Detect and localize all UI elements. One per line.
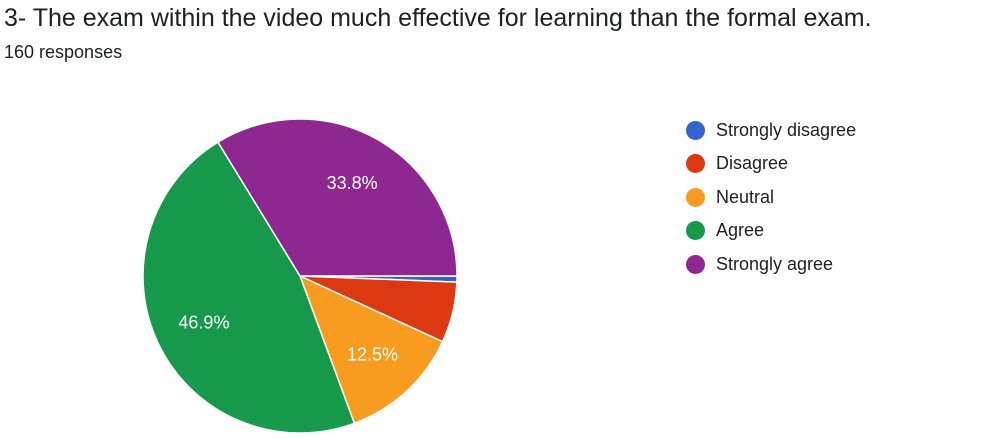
legend-item[interactable]: Neutral	[686, 185, 774, 209]
legend-label: Agree	[716, 220, 765, 240]
legend-item[interactable]: Strongly disagree	[686, 118, 856, 142]
legend-label: Strongly agree	[716, 253, 834, 274]
legend-label: Disagree	[716, 153, 789, 173]
legend-item[interactable]: Strongly agree	[686, 252, 833, 276]
pie-slice-neutral[interactable]	[298, 274, 444, 425]
legend-item[interactable]: Agree	[686, 219, 764, 243]
legend-swatch-icon	[686, 221, 705, 240]
slice-label: 46.9%	[178, 313, 229, 333]
legend-swatch-icon	[686, 254, 705, 274]
slice-label: 12.5%	[347, 344, 398, 364]
legend-swatch-icon	[686, 187, 705, 207]
legend-label: Neutral	[716, 186, 775, 207]
legend-swatch-icon	[686, 154, 705, 173]
chart-title: 3- The exam within the video much effect…	[4, 4, 872, 32]
legend-label: Strongly disagree	[716, 119, 857, 140]
legend-swatch-icon	[686, 120, 705, 140]
pie-slice-strongly-agree[interactable]	[216, 118, 458, 277]
pie-slice-agree[interactable]	[142, 141, 356, 434]
response-count: 160 responses	[4, 42, 123, 62]
slice-label: 33.8%	[327, 173, 378, 193]
legend-item[interactable]: Disagree	[686, 152, 788, 176]
